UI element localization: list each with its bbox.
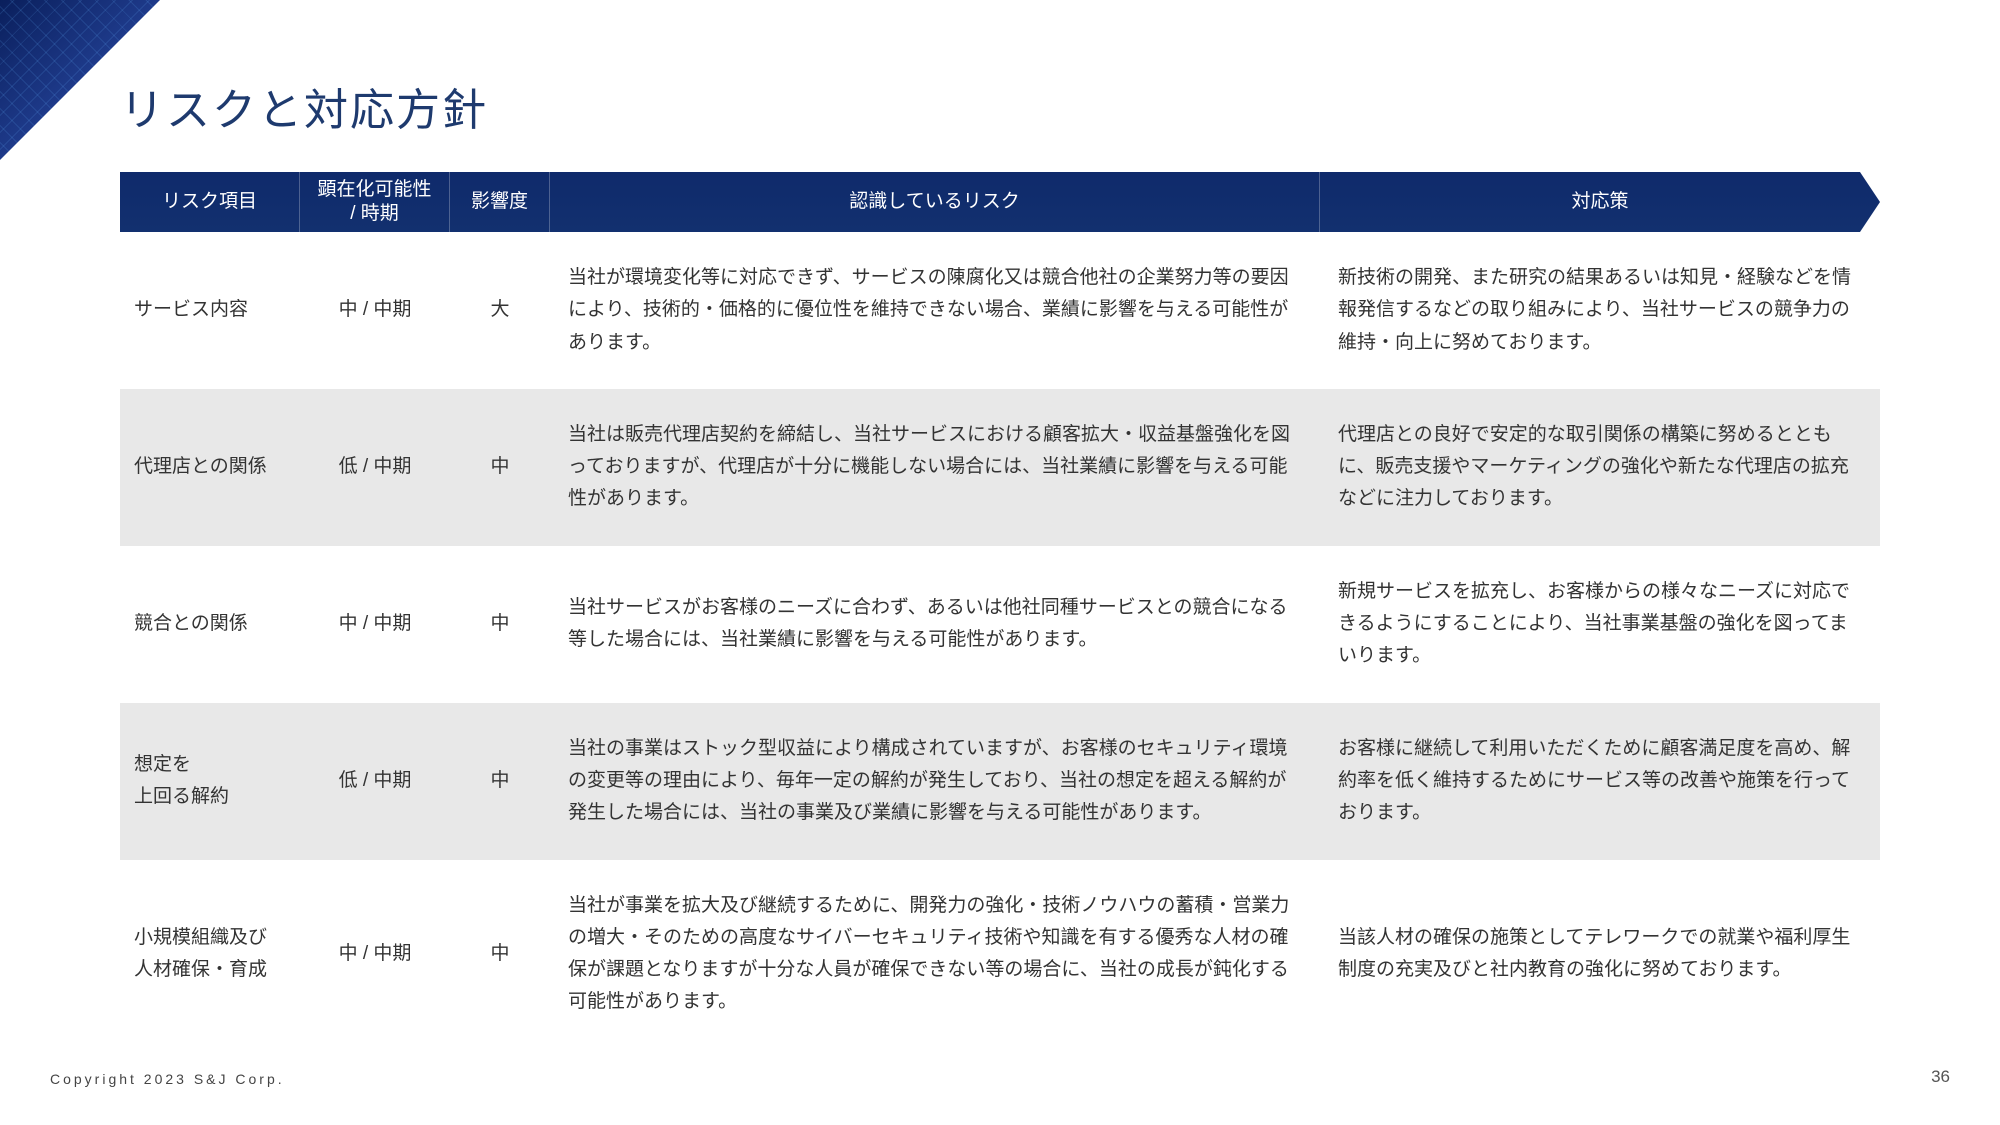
col-header-prob-line1: 顕在化可能性 — [317, 178, 431, 202]
cell-item: 小規模組織及び 人材確保・育成 — [120, 914, 300, 995]
cell-risk: 当社サービスがお客様のニーズに合わず、あるいは他社同種サービスとの競合になる等し… — [550, 584, 1320, 665]
table-header-row: リスク項目 顕在化可能性 / 時期 影響度 認識しているリスク 対応策 — [120, 172, 1880, 232]
cell-prob: 中 / 中期 — [300, 286, 450, 334]
cell-prob: 低 / 中期 — [300, 757, 450, 805]
col-header-prob: 顕在化可能性 / 時期 — [300, 172, 450, 232]
table-row: サービス内容中 / 中期大当社が環境変化等に対応できず、サービスの陳腐化又は競合… — [120, 232, 1880, 389]
table-row: 競合との関係中 / 中期中当社サービスがお客様のニーズに合わず、あるいは他社同種… — [120, 546, 1880, 703]
cell-risk: 当社が環境変化等に対応できず、サービスの陳腐化又は競合他社の企業努力等の要因によ… — [550, 254, 1320, 367]
copyright-text: Copyright 2023 S&J Corp. — [50, 1071, 285, 1087]
cell-risk: 当社の事業はストック型収益により構成されていますが、お客様のセキュリティ環境の変… — [550, 725, 1320, 838]
col-header-item: リスク項目 — [120, 172, 300, 232]
cell-impact: 大 — [450, 286, 550, 334]
table-row: 小規模組織及び 人材確保・育成中 / 中期中当社が事業を拡大及び継続するために、… — [120, 860, 1880, 1049]
cell-item: サービス内容 — [120, 286, 300, 334]
cell-prob: 中 / 中期 — [300, 930, 450, 978]
slide-title: リスクと対応方針 — [120, 74, 488, 138]
page-number: 36 — [1931, 1067, 1950, 1087]
cell-action: 当該人材の確保の施策としてテレワークでの就業や福利厚生制度の充実及びと社内教育の… — [1320, 914, 1880, 995]
risk-table: リスク項目 顕在化可能性 / 時期 影響度 認識しているリスク 対応策 サービス… — [120, 172, 1880, 1049]
cell-action: お客様に継続して利用いただくために顧客満足度を高め、解約率を低く維持するためにサ… — [1320, 725, 1880, 838]
cell-item: 代理店との関係 — [120, 443, 300, 491]
cell-impact: 中 — [450, 757, 550, 805]
col-header-prob-line2: / 時期 — [350, 202, 399, 226]
cell-action: 代理店との良好で安定的な取引関係の構築に努めるとともに、販売支援やマーケティング… — [1320, 411, 1880, 524]
cell-risk: 当社は販売代理店契約を締結し、当社サービスにおける顧客拡大・収益基盤強化を図って… — [550, 411, 1320, 524]
col-header-action: 対応策 — [1320, 172, 1880, 232]
table-row: 想定を 上回る解約低 / 中期中当社の事業はストック型収益により構成されています… — [120, 703, 1880, 860]
col-header-impact: 影響度 — [450, 172, 550, 232]
cell-prob: 中 / 中期 — [300, 600, 450, 648]
table-row: 代理店との関係低 / 中期中当社は販売代理店契約を締結し、当社サービスにおける顧… — [120, 389, 1880, 546]
cell-impact: 中 — [450, 930, 550, 978]
cell-impact: 中 — [450, 600, 550, 648]
cell-prob: 低 / 中期 — [300, 443, 450, 491]
cell-risk: 当社が事業を拡大及び継続するために、開発力の強化・技術ノウハウの蓄積・営業力の増… — [550, 882, 1320, 1027]
table-body: サービス内容中 / 中期大当社が環境変化等に対応できず、サービスの陳腐化又は競合… — [120, 232, 1880, 1049]
cell-item: 想定を 上回る解約 — [120, 741, 300, 822]
cell-action: 新規サービスを拡充し、お客様からの様々なニーズに対応できるようにすることにより、… — [1320, 568, 1880, 681]
cell-action: 新技術の開発、また研究の結果あるいは知見・経験などを情報発信するなどの取り組みに… — [1320, 254, 1880, 367]
cell-item: 競合との関係 — [120, 600, 300, 648]
col-header-risk: 認識しているリスク — [550, 172, 1320, 232]
cell-impact: 中 — [450, 443, 550, 491]
